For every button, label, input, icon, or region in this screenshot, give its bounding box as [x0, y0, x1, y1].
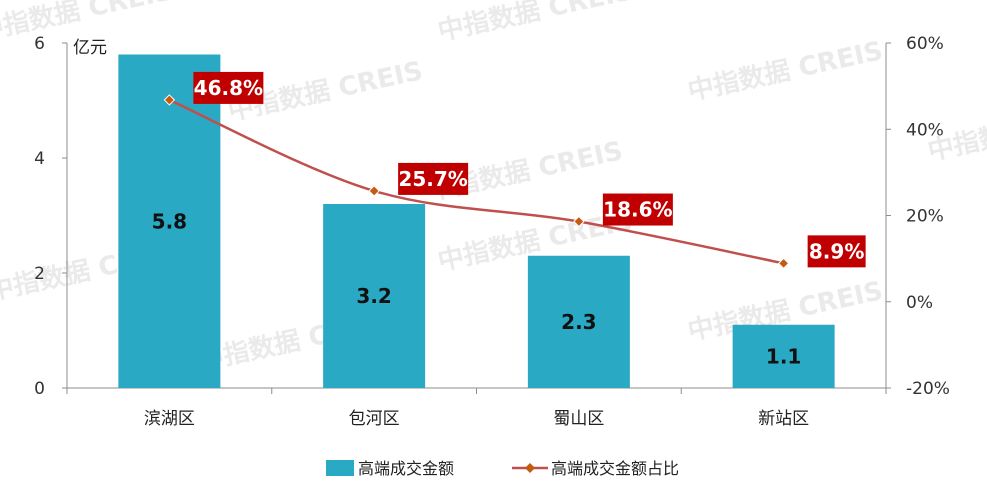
x-tick-label: 包河区 [349, 409, 400, 429]
bar-value-label: 1.1 [766, 344, 801, 368]
bar [323, 204, 426, 388]
axes: 0 2 4 6 -20% 0% 20% 40% 60% 滨湖区 包河区 蜀山区 新站区 亿元 [34, 34, 950, 429]
y-left-tick-label: 2 [34, 264, 45, 284]
y-left-tick-label: 6 [34, 34, 45, 54]
bar [527, 255, 630, 388]
bar-value-label: 3.2 [356, 284, 391, 308]
line-point-marker [777, 257, 790, 270]
y-left-tick-label: 0 [34, 379, 45, 399]
percent-value-label: 46.8% [194, 76, 263, 100]
y-right-tick-label: 40% [906, 120, 944, 140]
bar-value-label: 5.8 [152, 209, 187, 233]
legend-bar-label: 高端成交金额 [358, 459, 454, 478]
watermark-text: 中指数据 CREIS [435, 0, 635, 47]
line-point-marker [368, 185, 380, 197]
bar-value-label: 2.3 [561, 310, 596, 334]
legend-line-marker [525, 463, 535, 473]
percent-label-box [193, 71, 264, 104]
line-point-marker [573, 215, 585, 228]
y-right-tick-label: -20% [906, 379, 950, 399]
percent-label-box [398, 162, 469, 195]
y-right-tick-label: 0% [906, 293, 933, 313]
line-point-marker [163, 94, 176, 106]
x-tick-label: 蜀山区 [553, 409, 604, 429]
line-series-path [168, 98, 784, 265]
bars [118, 54, 835, 388]
percent-value-label: 18.6% [603, 198, 672, 222]
legend-line-label: 高端成交金额占比 [551, 459, 679, 478]
watermark-text: 中指数据 CREIS [685, 36, 885, 107]
x-tick-label: 新站区 [758, 409, 809, 429]
line-series [163, 94, 790, 270]
labels: 5.8 3.2 2.3 1.1 46.8% 25.7% 18.6% 8.9% [152, 71, 866, 368]
y-right-tick-label: 60% [906, 34, 944, 54]
bar [732, 324, 835, 388]
percent-label-box [807, 235, 866, 268]
y-right-tick-label: 20% [906, 207, 944, 227]
percent-label-box [602, 193, 673, 226]
x-tick-label: 滨湖区 [144, 409, 195, 429]
y-left-tick-label: 4 [34, 149, 45, 169]
bar [118, 54, 221, 388]
percent-value-label: 25.7% [398, 167, 467, 191]
legend: 高端成交金额 高端成交金额占比 [326, 459, 679, 478]
percent-value-label: 8.9% [809, 239, 864, 263]
legend-bar-swatch [326, 460, 354, 476]
y-left-unit-label: 亿元 [73, 38, 107, 58]
